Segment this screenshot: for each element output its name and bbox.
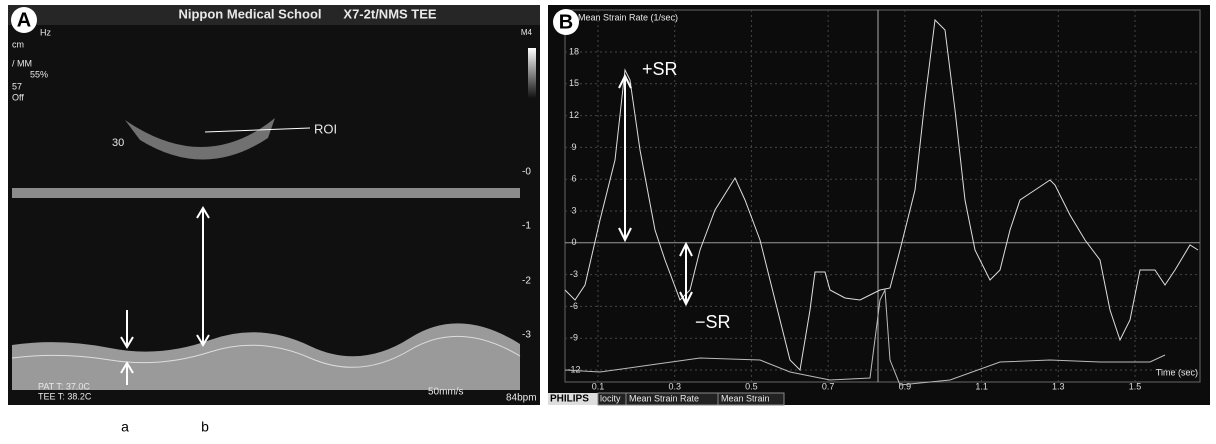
- plus-sr-arrow: [618, 73, 632, 243]
- strain-curve: [564, 288, 1166, 386]
- y-tick-label: 18: [569, 46, 579, 56]
- y-tick-label: -12: [567, 364, 580, 374]
- wall-line: [11, 335, 521, 368]
- depth-tick: -3: [522, 330, 531, 341]
- depth-tick: -1: [522, 221, 531, 232]
- panel-a-header: [8, 5, 540, 25]
- brand-box: [548, 393, 598, 405]
- x-tick-label: 0.1: [592, 381, 605, 391]
- panel-b-background: [548, 5, 1210, 405]
- side-text: Hz: [40, 27, 51, 37]
- y-tick-label: -6: [570, 301, 578, 311]
- panel-label-badge: [11, 7, 37, 33]
- y-tick-label: 9: [571, 142, 576, 152]
- tab[interactable]: [717, 392, 785, 406]
- panel-label: B: [559, 11, 573, 33]
- x-axis-title: Time (sec): [1156, 367, 1198, 377]
- side-text: 55%: [30, 69, 48, 79]
- y-tick-label: 15: [569, 78, 579, 88]
- echo-sector: [125, 118, 275, 160]
- temperature: TEE T: 38.2C: [38, 391, 92, 401]
- x-tick-label: 0.5: [745, 381, 758, 391]
- axis-title: Mean Strain Rate (1/sec): [578, 12, 678, 22]
- y-tick-label: 0: [571, 237, 576, 247]
- y-tick-label: -3: [570, 269, 578, 279]
- tab-label[interactable]: locity: [600, 393, 621, 403]
- caption: b: [201, 419, 209, 435]
- panel-label: A: [17, 9, 31, 31]
- heart-rate: 84bpm: [506, 393, 537, 404]
- sweep-speed: 50mm/s: [428, 387, 464, 398]
- x-tick-label: 1.1: [975, 381, 988, 391]
- minus-sr-label: −SR: [695, 312, 731, 332]
- x-tick-label: 0.9: [899, 381, 912, 391]
- roi-label: ROI: [314, 121, 337, 136]
- plus-sr-label: +SR: [642, 59, 678, 79]
- angle: 30: [112, 137, 124, 149]
- depth-tick: -0: [522, 167, 531, 178]
- plot-frame: [564, 9, 1201, 383]
- y-tick-label: 3: [571, 205, 576, 215]
- wall-band: [12, 188, 520, 198]
- roi-pointer: [204, 127, 311, 133]
- side-text: 57: [12, 81, 22, 91]
- header-left: Nippon Medical School: [178, 6, 321, 21]
- x-tick-label: 1.5: [1129, 381, 1142, 391]
- wall-band: [12, 323, 520, 390]
- x-tick-label: 0.3: [668, 381, 681, 391]
- x-tick-label: 0.7: [822, 381, 835, 391]
- depth-tick: -2: [522, 276, 531, 287]
- side-text: cm: [12, 39, 24, 49]
- y-tick-label: 6: [571, 174, 576, 184]
- arrow-a: [120, 310, 134, 385]
- caption: a: [121, 419, 129, 435]
- side-text: / MM: [12, 58, 32, 68]
- gray-scale-bar: [528, 48, 536, 98]
- brand: PHILIPS: [550, 394, 589, 405]
- minus-sr-arrow: [679, 241, 693, 307]
- side-text: Off: [12, 92, 24, 102]
- tab-label[interactable]: Mean Strain Rate: [629, 393, 699, 403]
- tab-label[interactable]: Mean Strain: [721, 393, 770, 403]
- arrow-heads: [196, 206, 210, 347]
- x-tick-label: 1.3: [1052, 381, 1065, 391]
- y-tick-label: 12: [569, 110, 579, 120]
- temperature: PAT T: 37.0C: [38, 381, 90, 391]
- mode: M4: [521, 28, 533, 37]
- header-right: X7-2t/NMS TEE: [343, 6, 437, 21]
- y-tick-label: -9: [570, 333, 578, 343]
- panel-label-badge: [553, 9, 579, 35]
